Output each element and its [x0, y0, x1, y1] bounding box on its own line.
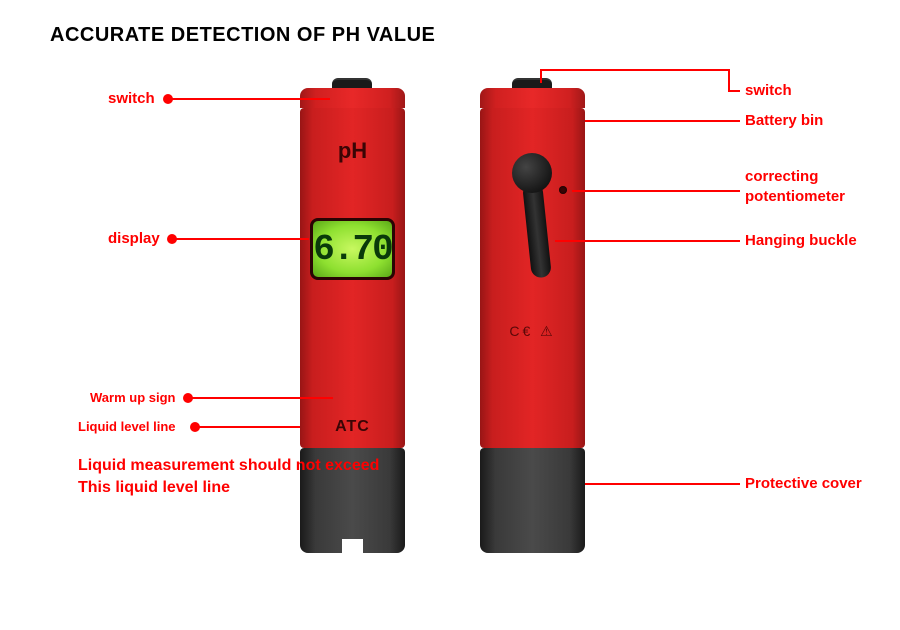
compliance-marks: C€ ⚠: [480, 323, 585, 340]
buckle-pivot: [512, 153, 552, 193]
cap-notch: [342, 539, 363, 553]
ph-label: pH: [300, 138, 405, 164]
hanging-buckle: [508, 153, 556, 283]
label-liquid-line: Liquid level line: [78, 419, 176, 434]
label-display: display: [108, 230, 160, 247]
atc-label: ATC: [300, 418, 405, 436]
label-switch-left: switch: [108, 90, 155, 107]
display-reading: 6.70: [313, 229, 391, 270]
page-title: ACCURATE DETECTION OF PH VALUE: [50, 24, 435, 47]
note-line2: This liquid level line: [78, 477, 379, 499]
device-body-back: C€ ⚠: [480, 108, 585, 448]
protective-cap-back: [480, 448, 585, 553]
note-line1: Liquid measurement should not exceed: [78, 455, 379, 477]
device-back: C€ ⚠: [480, 88, 585, 553]
lcd-display: 6.70: [310, 218, 395, 280]
note-liquid-limit: Liquid measurement should not exceed Thi…: [78, 455, 379, 498]
potentiometer-hole: [559, 186, 567, 194]
label-pot-l1: correcting: [745, 168, 818, 185]
label-battery: Battery bin: [745, 112, 823, 129]
label-buckle: Hanging buckle: [745, 232, 857, 249]
device-body-front: pH 6.70 ATC: [300, 108, 405, 448]
label-switch-right: switch: [745, 82, 792, 99]
label-warmup: Warm up sign: [90, 390, 175, 405]
label-pot-l2: potentiometer: [745, 188, 845, 205]
device-top-front: [300, 88, 405, 108]
buckle-arm: [522, 182, 552, 279]
label-cover: Protective cover: [745, 475, 862, 492]
device-top-back: [480, 88, 585, 108]
